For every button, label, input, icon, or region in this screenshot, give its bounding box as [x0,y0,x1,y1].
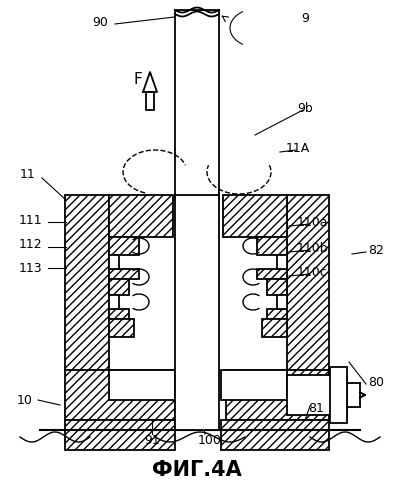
Bar [109,269,139,279]
Bar [175,195,219,430]
Bar [109,295,119,309]
Bar [226,370,329,420]
Text: 9: 9 [301,12,309,24]
Bar [330,367,347,423]
Bar [109,255,119,269]
Bar [109,237,139,255]
Text: F: F [134,72,142,88]
Bar [65,370,175,420]
Bar [277,255,287,269]
Bar [257,269,287,279]
Bar [267,309,287,319]
Bar [221,370,287,400]
Text: 10: 10 [17,394,33,406]
Bar [175,10,219,200]
Bar [146,92,154,110]
Bar [109,319,134,337]
Bar [262,319,287,337]
Bar [65,195,109,370]
Text: 113: 113 [18,262,42,274]
Text: 110b: 110b [296,242,328,254]
Bar [257,237,287,255]
Bar [109,309,129,319]
Bar [221,420,329,450]
Text: ФИГ.4А: ФИГ.4А [152,460,242,480]
Text: 112: 112 [18,238,42,252]
Bar [109,195,173,237]
Bar [277,295,287,309]
Bar [287,195,329,370]
Bar [223,195,287,237]
Text: 111: 111 [18,214,42,226]
Text: 90: 90 [92,16,108,28]
Text: 91: 91 [144,434,160,446]
Bar [287,375,347,415]
Bar [109,370,175,400]
Text: 110c: 110c [297,266,327,278]
Text: 81: 81 [308,402,324,414]
Text: 82: 82 [368,244,384,256]
Text: 110a: 110a [296,216,328,228]
Bar [65,420,175,450]
Bar [109,279,129,295]
Bar [267,279,287,295]
Text: 80: 80 [368,376,384,388]
Text: 11A: 11A [286,142,310,154]
Text: 9b: 9b [297,102,313,114]
Text: 11: 11 [20,168,36,181]
Text: 100: 100 [198,434,222,446]
